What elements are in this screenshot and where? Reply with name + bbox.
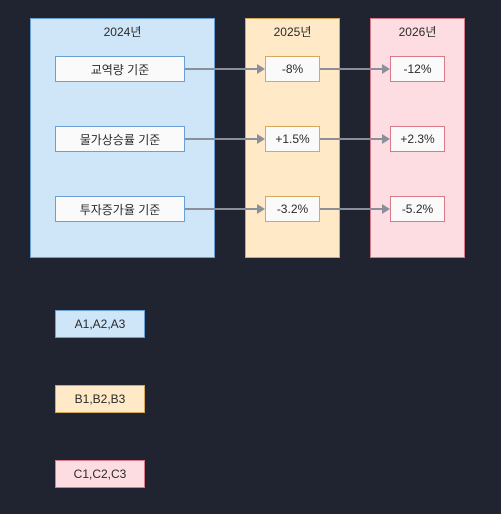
flow-arrow	[185, 138, 257, 140]
v2026-r1: -12%	[390, 56, 445, 82]
flow-arrow	[320, 208, 382, 210]
legend-C-label: C1,C2,C3	[74, 467, 127, 481]
legend-C: C1,C2,C3	[55, 460, 145, 488]
flow-arrow	[320, 138, 382, 140]
legend-B: B1,B2,B3	[55, 385, 145, 413]
metric-r1: 교역량 기준	[55, 56, 185, 82]
col-2026-title: 2026년	[371, 19, 464, 40]
v2025-r1: -8%	[265, 56, 320, 82]
v2025-r3: -3.2%	[265, 196, 320, 222]
v2026-r1-label: -12%	[403, 62, 431, 76]
flow-arrow	[185, 208, 257, 210]
v2026-r2: +2.3%	[390, 126, 445, 152]
v2025-r2-label: +1.5%	[275, 132, 309, 146]
metric-r2: 물가상승률 기준	[55, 126, 185, 152]
metric-r2-label: 물가상승률 기준	[80, 131, 161, 148]
legend-A-label: A1,A2,A3	[75, 317, 126, 331]
metric-r3-label: 투자증가율 기준	[80, 201, 161, 218]
legend-A: A1,A2,A3	[55, 310, 145, 338]
flow-arrow	[185, 68, 257, 70]
v2025-r1-label: -8%	[282, 62, 303, 76]
v2025-r3-label: -3.2%	[277, 202, 308, 216]
arrow-head-icon	[382, 204, 390, 214]
metric-r3: 투자증가율 기준	[55, 196, 185, 222]
arrow-head-icon	[257, 64, 265, 74]
v2026-r2-label: +2.3%	[400, 132, 434, 146]
metric-r1-label: 교역량 기준	[91, 61, 150, 78]
legend-B-label: B1,B2,B3	[75, 392, 126, 406]
col-2025-title: 2025년	[246, 19, 339, 40]
v2025-r2: +1.5%	[265, 126, 320, 152]
arrow-head-icon	[257, 204, 265, 214]
v2026-r3: -5.2%	[390, 196, 445, 222]
arrow-head-icon	[382, 134, 390, 144]
v2026-r3-label: -5.2%	[402, 202, 433, 216]
col-2024-title: 2024년	[31, 19, 214, 40]
flow-arrow	[320, 68, 382, 70]
arrow-head-icon	[382, 64, 390, 74]
arrow-head-icon	[257, 134, 265, 144]
